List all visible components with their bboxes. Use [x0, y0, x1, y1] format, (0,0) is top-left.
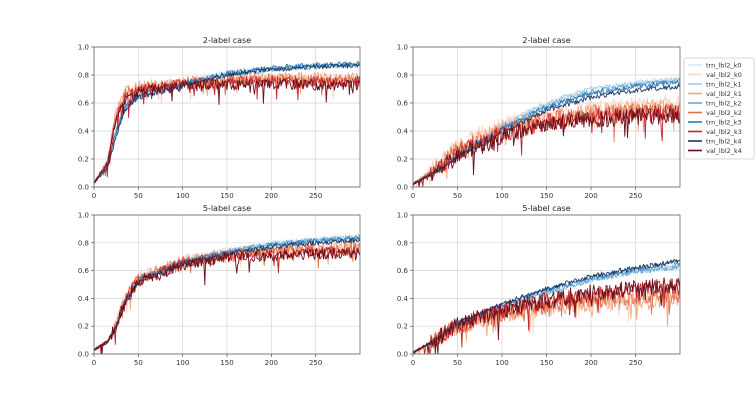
legend-label: val_lbl2_k3: [706, 128, 742, 136]
x-tick-label: 250: [309, 359, 322, 367]
y-tick-label: 0.2: [78, 156, 89, 164]
series-line-val_lbl2_k4: [94, 247, 360, 354]
x-tick-label: 100: [495, 192, 508, 200]
y-tick-label: 0.0: [397, 351, 408, 359]
x-tick-label: 100: [176, 192, 189, 200]
legend-label: val_lbl2_k0: [706, 71, 742, 79]
y-tick-label: 1.0: [397, 212, 408, 220]
x-tick-label: 200: [584, 192, 597, 200]
y-tick-label: 0.8: [397, 239, 408, 247]
x-tick-label: 0: [92, 359, 96, 367]
panel-title: 2-label case: [203, 36, 251, 45]
series-line-trn_lbl2_k4: [413, 259, 680, 353]
legend-label: trn_lbl2_k0: [706, 61, 742, 69]
x-tick-label: 200: [265, 192, 278, 200]
y-tick-label: 0.0: [397, 184, 408, 192]
y-tick-label: 0.6: [78, 100, 90, 108]
y-tick-label: 0.8: [78, 239, 89, 247]
x-tick-label: 50: [134, 359, 143, 367]
x-tick-label: 250: [629, 359, 642, 367]
x-tick-label: 100: [495, 359, 508, 367]
x-tick-label: 150: [540, 359, 553, 367]
y-tick-label: 0.6: [397, 100, 409, 108]
legend-label: trn_lbl2_k1: [706, 80, 742, 88]
y-tick-label: 0.4: [78, 295, 90, 303]
x-tick-label: 150: [540, 192, 553, 200]
x-tick-label: 250: [309, 192, 322, 200]
legend-label: val_lbl2_k4: [706, 147, 742, 155]
x-tick-label: 50: [453, 192, 462, 200]
x-tick-label: 100: [176, 359, 189, 367]
x-tick-label: 150: [220, 359, 233, 367]
x-tick-label: 150: [220, 192, 233, 200]
y-tick-label: 0.0: [78, 351, 89, 359]
panel-title: 2-label case: [522, 36, 570, 45]
x-tick-label: 250: [629, 192, 642, 200]
y-tick-label: 0.0: [78, 184, 89, 192]
y-tick-label: 0.8: [397, 72, 408, 80]
x-tick-label: 200: [265, 359, 278, 367]
y-tick-label: 0.2: [397, 156, 408, 164]
series-line-val_lbl2_k4: [94, 78, 360, 184]
panel-title: 5-label case: [522, 204, 570, 213]
legend-label: trn_lbl2_k3: [706, 118, 742, 126]
series-line-trn_lbl2_k3: [413, 260, 680, 353]
legend-label: val_lbl2_k1: [706, 90, 742, 98]
y-tick-label: 0.4: [397, 295, 409, 303]
y-tick-label: 1.0: [397, 44, 408, 52]
series-line-val_lbl2_k4: [413, 107, 680, 187]
panel-bottom-right: 0 50 100 150 200 250 0.0 0.2 0.4 0.6 0.8 1.0 5-label…: [397, 204, 681, 367]
y-tick-label: 0.4: [397, 128, 409, 136]
x-tick-label: 0: [411, 359, 415, 367]
y-tick-label: 1.0: [78, 44, 89, 52]
x-tick-label: 0: [411, 192, 415, 200]
legend-label: val_lbl2_k2: [706, 109, 742, 117]
y-tick-label: 0.2: [397, 323, 408, 331]
legend-label: trn_lbl2_k4: [706, 137, 742, 145]
panel-bottom-left: 0 50 100 150 200 250 0.0 0.2 0.4 0.6 0.8 1.0 5-label…: [78, 204, 361, 367]
panel-title: 5-label case: [203, 204, 251, 213]
panel-top-right: 0 50 100 150 200 250 0.0 0.2 0.4 0.6 0.8 1.0 2-label…: [397, 36, 681, 200]
y-tick-label: 1.0: [78, 212, 89, 220]
x-tick-label: 200: [584, 359, 597, 367]
y-tick-label: 0.8: [78, 72, 89, 80]
x-tick-label: 50: [134, 192, 143, 200]
y-tick-label: 0.2: [78, 323, 89, 331]
y-tick-label: 0.6: [78, 267, 90, 275]
x-tick-label: 50: [453, 359, 462, 367]
legend-label: trn_lbl2_k2: [706, 99, 742, 107]
x-tick-label: 0: [92, 192, 96, 200]
panel-top-left: 0 50 100 150 200 250 0.0 0.2 0.4 0.6 0.8 1.0 2-label…: [78, 36, 361, 200]
series-line-val_lbl2_k4: [413, 277, 680, 354]
y-tick-label: 0.4: [78, 128, 90, 136]
y-tick-label: 0.6: [397, 267, 409, 275]
series-line-trn_lbl2_k4: [94, 63, 360, 183]
